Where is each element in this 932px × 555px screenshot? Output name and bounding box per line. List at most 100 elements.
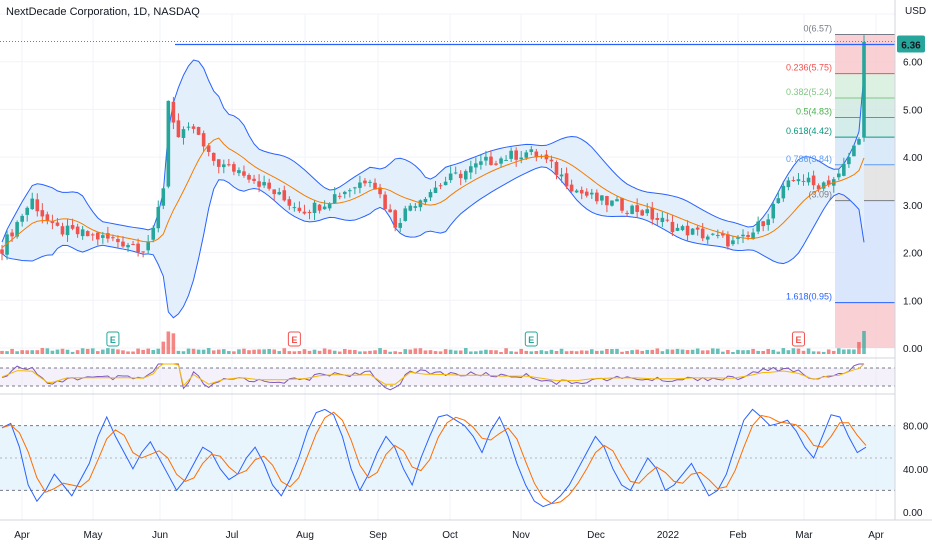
volume-bar — [141, 349, 145, 354]
volume-bar — [504, 348, 508, 354]
candle-body — [388, 209, 392, 213]
volume-bar — [680, 349, 685, 354]
candle-body — [222, 164, 226, 168]
candle-body — [852, 145, 856, 157]
volume-bar — [821, 351, 826, 354]
candle-body — [695, 227, 700, 230]
stochastic-axis[interactable]: 80.00 40.00 0.00 — [903, 422, 928, 519]
volume-bar — [847, 349, 851, 354]
volume-bar — [620, 351, 624, 354]
candle-body — [136, 243, 140, 253]
time-tick-label: 2022 — [657, 530, 680, 541]
time-tick-label: Oct — [442, 530, 458, 541]
earnings-badge — [287, 331, 301, 347]
volume-bar — [106, 348, 110, 354]
volume-bar — [529, 351, 534, 354]
candle-body — [146, 241, 150, 251]
candle-body — [70, 225, 75, 229]
volume-bar — [625, 350, 629, 354]
volume-bar — [438, 351, 443, 354]
stochastic-pane — [0, 408, 895, 508]
volume-bar — [90, 348, 95, 354]
volume-bar — [136, 348, 140, 354]
moving-average — [1, 137, 865, 249]
candle-body — [332, 194, 337, 204]
fib-level-label: 0.786(3.84) — [786, 154, 832, 164]
candle-body — [655, 217, 660, 220]
candle-body — [645, 209, 650, 214]
volume-bar — [448, 349, 453, 354]
candle-body — [433, 187, 438, 194]
price-tick-label: 0.00 — [903, 344, 923, 355]
candle-body — [181, 129, 186, 138]
badge-value: 6.36 — [901, 41, 921, 52]
currency-label[interactable]: USD — [905, 6, 927, 17]
candle-body — [438, 185, 443, 187]
candle-body — [156, 206, 161, 229]
candle-body — [791, 180, 796, 182]
earnings-marker[interactable]: E — [791, 331, 805, 347]
volume-bar — [181, 351, 186, 354]
candle-body — [55, 222, 60, 226]
candle-body — [836, 173, 841, 178]
volume-bar — [766, 348, 771, 354]
candle-body — [650, 207, 655, 220]
earnings-marker[interactable]: E — [106, 331, 120, 347]
candle-body — [519, 157, 524, 160]
volume-bar — [35, 350, 40, 354]
time-tick-label: Feb — [729, 530, 747, 541]
candle-body — [453, 172, 458, 174]
volume-bar — [15, 351, 19, 354]
volume-bar — [70, 351, 75, 354]
earnings-marker[interactable]: E — [524, 331, 538, 347]
volume-bar — [756, 350, 760, 354]
price-tick-label: 6.00 — [903, 58, 923, 69]
earnings-label: E — [528, 335, 534, 345]
volume-bar — [237, 349, 241, 354]
volume-bar — [544, 351, 549, 354]
volume-bar — [171, 333, 176, 354]
candle-body — [60, 226, 65, 235]
candle-body — [811, 175, 816, 186]
volume-bar — [519, 348, 524, 354]
volume-bar — [635, 349, 639, 354]
volume-bar — [126, 351, 130, 354]
candle-body — [680, 226, 685, 231]
candle-body — [242, 171, 246, 176]
fib-level-label: 0.5(4.83) — [796, 107, 832, 117]
candle-body — [448, 173, 453, 181]
volume-bar — [373, 350, 377, 354]
volume-bar — [655, 348, 660, 354]
volume-bar — [731, 351, 735, 354]
time-tick-label: Jul — [226, 530, 239, 541]
volume-bar — [741, 350, 745, 354]
earnings-marker[interactable]: E — [287, 331, 301, 347]
volume-bar — [232, 351, 236, 354]
volume-bar — [287, 351, 292, 354]
volume-bar — [358, 351, 362, 354]
candle-body — [549, 159, 554, 162]
volume-bar — [322, 348, 327, 354]
volume-bar — [670, 349, 675, 354]
time-axis[interactable]: Apr May Jun Jul Aug Sep Oct Nov Dec 2022 Feb Mar Apr — [0, 519, 932, 541]
stoch-k-line — [1, 408, 867, 508]
candle-body — [186, 126, 191, 128]
volume-bar — [781, 348, 786, 354]
volume-bar — [216, 349, 221, 354]
volume-bar — [574, 351, 579, 354]
price-tick-label: 5.00 — [903, 105, 923, 116]
price-axis[interactable]: 6.00 5.00 4.00 3.00 2.00 1.00 0.00 — [894, 0, 923, 520]
volume-bar — [327, 349, 332, 354]
bollinger-bands — [1, 59, 865, 319]
volume-bar — [660, 351, 665, 354]
time-tick-label: Aug — [296, 530, 314, 541]
stoch-tick-label: 0.00 — [903, 508, 923, 519]
candle-body — [80, 229, 85, 237]
candle-body — [25, 207, 30, 215]
volume-bar — [267, 348, 271, 354]
fib-level-label: 0.382(5.24) — [786, 87, 832, 97]
volume-bar — [433, 351, 438, 354]
